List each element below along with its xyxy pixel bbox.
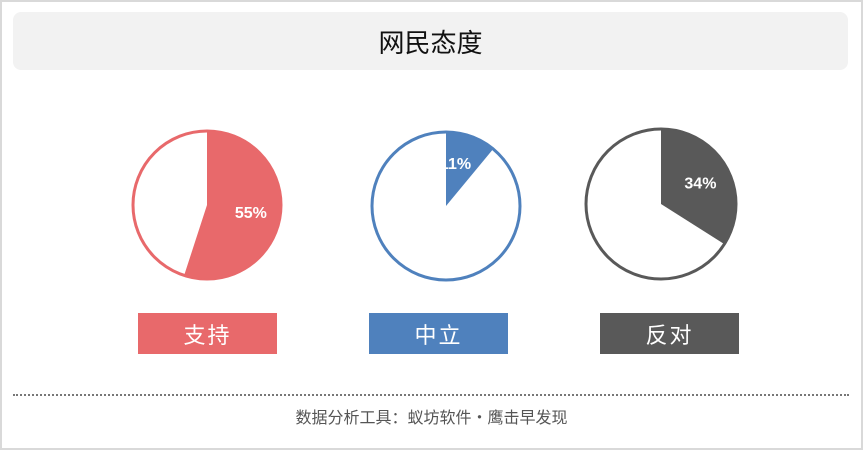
footer-text: 数据分析工具：蚁坊软件・鹰击早发现 <box>295 408 568 427</box>
pie-slice-2 <box>661 129 736 245</box>
pie-slice-0 <box>184 131 281 279</box>
chart-title: 网民态度 <box>13 12 848 70</box>
legend-label-support: 支持 <box>138 313 277 354</box>
pie-data-label-0: 55% <box>235 205 267 222</box>
pie-slice-1 <box>446 132 494 206</box>
footer-divider <box>13 394 849 396</box>
pie-data-label-2: 34% <box>684 175 716 192</box>
pie-data-label-1: 11% <box>440 156 471 173</box>
legend-label-neutral: 中立 <box>369 313 508 354</box>
legend-label-oppose: 反对 <box>600 313 739 354</box>
